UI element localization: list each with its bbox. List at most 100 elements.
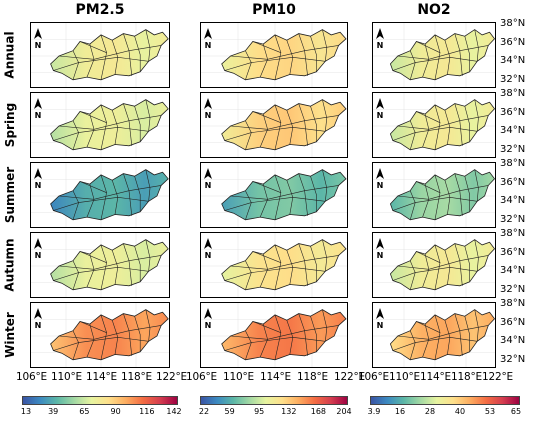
longitude-tick-label: 110°E [51, 371, 82, 383]
north-arrow-icon [204, 28, 212, 39]
admin-boundary [252, 321, 282, 333]
admin-boundary [252, 41, 282, 53]
admin-boundary [464, 36, 470, 72]
admin-boundary [224, 196, 326, 211]
latitude-tick-label: 36°N [500, 176, 526, 188]
admin-boundary [134, 316, 141, 352]
map-svg: N [373, 303, 495, 367]
admin-boundary [252, 111, 282, 123]
north-arrow-icon [376, 168, 384, 179]
colorbar-tick-label: 65 [510, 407, 522, 416]
map-svg: N [201, 23, 347, 87]
latitude-tick-label: 38°N [500, 158, 526, 169]
map-svg: N [201, 163, 347, 227]
colorbar-tick-label: 22 [198, 407, 210, 416]
north-arrow-label: N [35, 251, 42, 260]
admin-boundary [310, 246, 317, 282]
colorbar-pm25 [22, 396, 178, 405]
map-panel-pm25-autumn: N [30, 232, 170, 298]
map-svg: N [31, 303, 169, 367]
admin-boundary [53, 196, 149, 211]
admin-boundary [397, 45, 489, 60]
north-arrow-label: N [377, 41, 384, 50]
colorbar-tick-label: 168 [310, 407, 327, 416]
map-svg: N [31, 23, 169, 87]
north-arrow-label: N [35, 181, 42, 190]
north-arrow-icon [204, 238, 212, 249]
north-arrow-icon [204, 308, 212, 319]
admin-boundary [464, 106, 470, 142]
admin-boundary [100, 314, 107, 360]
admin-boundary [474, 99, 479, 132]
admin-boundary [434, 244, 441, 290]
north-arrow-icon [204, 98, 212, 109]
admin-boundary [134, 36, 141, 72]
colorbar-tick-label: 65 [79, 407, 90, 416]
admin-boundary [79, 181, 107, 193]
map-svg: N [201, 93, 347, 157]
admin-boundary [434, 314, 441, 360]
colorbar-tick-label: 132 [281, 407, 297, 416]
latitude-tick-label: 32°N [500, 353, 526, 365]
longitude-tick-label: 106°E [358, 371, 389, 383]
latitude-tick-label: 34°N [500, 335, 526, 346]
admin-boundary [464, 316, 470, 352]
colorbar-tick-label: 3.9 [367, 407, 381, 416]
north-arrow-label: N [377, 181, 384, 190]
admin-boundary [322, 29, 328, 62]
admin-boundary [397, 325, 489, 340]
longitude-tick-label: 122°E [482, 371, 513, 383]
admin-boundary [464, 176, 470, 212]
admin-boundary [79, 321, 107, 333]
admin-boundary [252, 251, 282, 263]
admin-boundary [392, 196, 478, 211]
admin-boundary [322, 239, 328, 272]
latitude-tick-label: 38°N [500, 88, 526, 99]
north-arrow-icon [34, 28, 42, 39]
admin-boundary [230, 255, 339, 270]
longitude-tick-label: 110°E [223, 371, 254, 383]
admin-boundary [392, 56, 478, 71]
admin-boundary [224, 126, 326, 141]
admin-boundary [145, 309, 151, 342]
admin-boundary [392, 266, 478, 281]
admin-boundary [79, 41, 107, 53]
admin-boundary [145, 169, 151, 202]
north-arrow-icon [204, 168, 212, 179]
admin-boundary [416, 181, 441, 193]
admin-boundary [474, 169, 479, 202]
longitude-tick-label: 122°E [156, 371, 187, 383]
admin-boundary [58, 255, 162, 270]
admin-boundary [416, 321, 441, 333]
admin-boundary [310, 316, 317, 352]
colorbar-tick-label: 95 [254, 407, 265, 416]
longitude-tick-label: 118°E [451, 371, 482, 383]
north-arrow-label: N [205, 41, 212, 50]
map-svg: N [31, 163, 169, 227]
admin-boundary [252, 181, 282, 193]
longitude-tick-label: 118°E [121, 371, 152, 383]
admin-boundary [416, 111, 441, 123]
map-svg: N [373, 23, 495, 87]
admin-boundary [58, 115, 162, 130]
latitude-tick-label: 34°N [500, 265, 526, 276]
north-arrow-label: N [377, 321, 384, 330]
admin-boundary [474, 239, 479, 272]
admin-boundary [322, 99, 328, 132]
map-svg: N [373, 163, 495, 227]
admin-boundary [53, 56, 149, 71]
latitude-tick-label: 32°N [500, 73, 526, 85]
north-arrow-label: N [35, 41, 42, 50]
longitude-tick-label: 118°E [297, 371, 328, 383]
row-label-autumn: Autumn [3, 238, 17, 292]
map-svg: N [31, 233, 169, 297]
colorbar-pm10 [200, 396, 348, 405]
admin-boundary [53, 126, 149, 141]
latitude-tick-label: 38°N [500, 298, 526, 309]
north-arrow-label: N [205, 111, 212, 120]
admin-boundary [224, 56, 326, 71]
admin-boundary [397, 115, 489, 130]
admin-boundary [416, 41, 441, 53]
map-panel-pm10-autumn: N [200, 232, 348, 298]
latitude-tick-label: 34°N [500, 125, 526, 136]
